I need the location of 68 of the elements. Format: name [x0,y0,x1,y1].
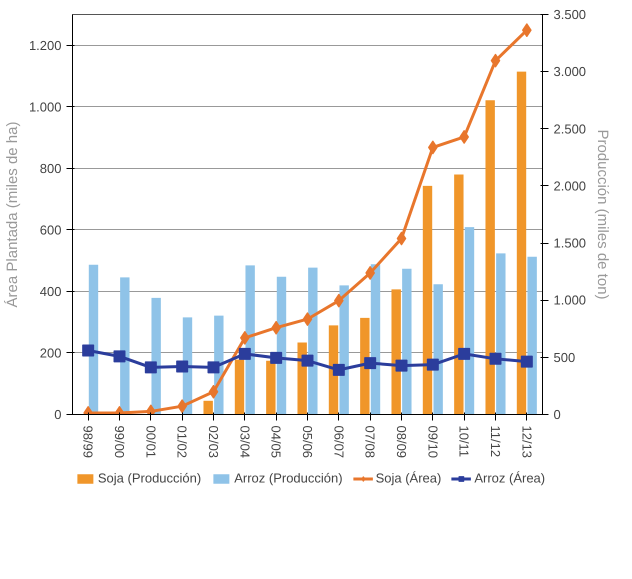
x-tick-label: 99/00 [112,426,127,458]
bar [391,289,401,414]
y2-tick-label: 2.000 [554,178,586,194]
bar [422,186,432,414]
point [82,344,94,356]
point [302,354,314,367]
x-tick-label: 08/09 [394,426,409,458]
y-tick-label: 600 [40,222,62,238]
y-axis-title: Área Plantada (miles de ha) [2,122,21,308]
bar [516,72,526,414]
y-tick-label: 1.200 [28,38,62,53]
y-tick-label: 800 [40,160,62,176]
y-tick-label: 400 [40,284,62,299]
x-tick-label: 07/08 [362,426,378,458]
point [332,364,345,376]
bar [234,360,244,414]
y-tick-label: 1.000 [28,99,62,114]
point [520,356,533,368]
point [396,232,406,246]
y-tick-label: 0 [54,407,62,422]
bar [402,268,412,414]
bar [433,284,443,414]
bar [454,174,464,414]
x-tick-label: 01/02 [174,426,190,458]
x-tick-label: 05/06 [300,426,315,458]
legend-label: Arroz (Producción) [234,470,343,486]
y2-tick-label: 1.000 [554,292,586,308]
legend-label: Arroz (Área) [474,470,546,486]
bar [245,265,255,414]
y2-tick-label: 0 [554,407,561,422]
x-tick-label: 03/04 [237,426,252,458]
x-tick-label: 06/07 [331,426,346,458]
point [364,357,376,370]
legend-label: Soja (Producción) [98,470,202,486]
x-tick-label: 98/99 [80,426,96,458]
x-tick-label: 00/01 [143,426,158,458]
point [208,361,220,374]
point [270,352,282,364]
bar [485,100,495,414]
bar [496,253,506,414]
x-tick-label: 10/11 [456,426,472,458]
point [426,358,439,371]
point [114,350,126,362]
legend-label: Soja (Área) [376,470,442,486]
y2-axis-title: Producción (miles de ton) [594,129,612,300]
bar [527,256,537,414]
y2-tick-label: 500 [554,350,576,365]
point [144,361,157,374]
y-tick-label: 200 [40,345,62,360]
x-tick-label: 02/03 [206,426,221,458]
y2-tick-label: 2.500 [554,121,586,136]
bar [308,268,318,414]
point [238,348,251,360]
bar [266,360,276,414]
x-tick-label: 12/13 [519,426,534,458]
x-tick-label: 11/12 [488,426,503,458]
point [458,348,470,360]
bar [360,318,370,414]
point [396,360,408,372]
y2-tick-label: 3.000 [554,64,586,80]
bar [464,227,474,414]
bar [203,400,213,414]
point [176,360,188,372]
y2-tick-label: 3.500 [554,7,586,22]
x-tick-label: 04/05 [268,426,284,458]
x-tick-label: 09/10 [425,426,440,458]
y2-tick-label: 1.500 [554,236,586,251]
point [490,352,502,365]
